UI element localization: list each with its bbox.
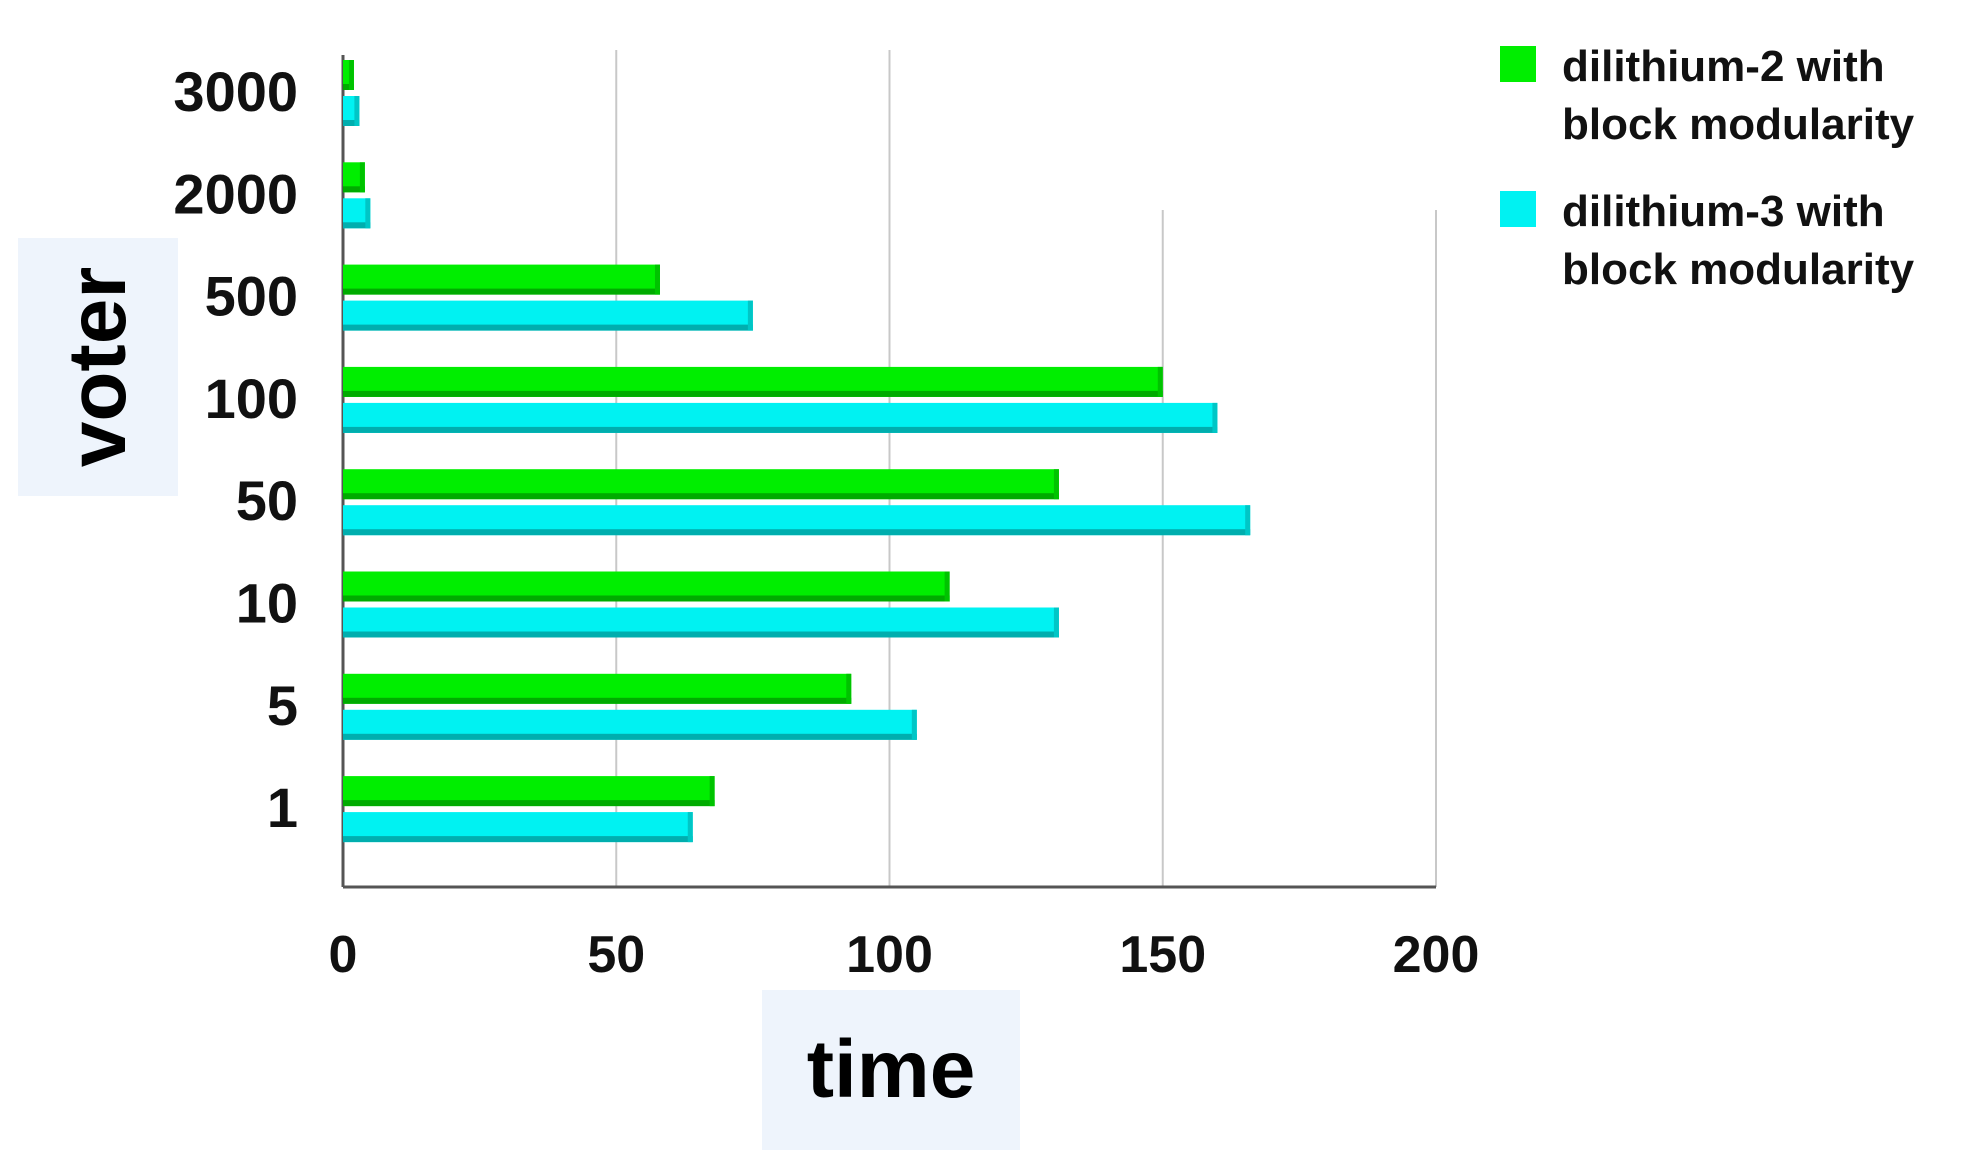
y-tick-label: 5: [267, 674, 298, 737]
bar-shadow: [343, 222, 371, 229]
y-axis-label-background: [18, 238, 178, 496]
bar-edge: [687, 812, 693, 843]
bar-shadow: [343, 186, 365, 193]
bar-edge: [944, 571, 950, 602]
x-axis-label: time: [806, 1024, 976, 1115]
x-tick-label: 200: [1393, 926, 1480, 984]
y-tick-label: 50: [236, 469, 298, 532]
bar-shadow: [343, 426, 1218, 433]
bar-shadow: [343, 84, 354, 90]
legend-label-series-2: dilithium-3 with block modularity: [1562, 187, 1915, 294]
bar-edge: [365, 198, 371, 229]
bar-edge: [654, 264, 660, 295]
bar-edge: [846, 673, 852, 704]
y-axis-label: voter: [52, 266, 143, 468]
bar-edge: [709, 776, 715, 807]
y-tick-label: 1: [267, 776, 298, 839]
bar-shadow: [343, 390, 1163, 397]
y-tick-label: 10: [236, 572, 298, 635]
bar-shadow: [343, 529, 1251, 536]
x-axis-label-background: [762, 990, 1020, 1150]
bar-shadow: [343, 324, 753, 331]
bar-shadow: [343, 120, 360, 126]
y-tick-label: 500: [205, 265, 298, 328]
bar-shadow: [343, 631, 1059, 638]
bar-1: [343, 60, 354, 90]
y-tick-label: 3000: [173, 60, 298, 123]
y-tick-label: 2000: [173, 162, 298, 225]
bar-edge: [1053, 607, 1059, 638]
y-tick-label: 100: [205, 367, 298, 430]
bar-shadow: [343, 288, 660, 295]
x-tick-label: 50: [587, 926, 645, 984]
bar-shadow: [343, 595, 950, 602]
x-tick-label: 100: [846, 926, 933, 984]
legend-swatch-series-1: [1500, 46, 1536, 82]
bar-shadow: [343, 493, 1059, 500]
bar-edge: [747, 300, 753, 331]
bar-edge: [1053, 469, 1059, 500]
legend-label-series-1: dilithium-2 with block modularity: [1562, 42, 1915, 149]
bar-edge: [1157, 366, 1163, 397]
legend-swatch-series-2: [1500, 191, 1536, 227]
bar-1: [343, 162, 365, 193]
bar-edge: [359, 162, 365, 193]
bar-shadow: [343, 733, 917, 740]
bar-edge: [1212, 402, 1218, 433]
bar-edge: [354, 96, 360, 126]
bar-edge: [911, 709, 917, 740]
x-tick-label: 150: [1119, 926, 1206, 984]
x-tick-label: 0: [329, 926, 358, 984]
bar-shadow: [343, 697, 852, 704]
bar-edge: [348, 60, 354, 90]
bar-shadow: [343, 800, 715, 807]
bar-edge: [1245, 505, 1251, 536]
bar-shadow: [343, 836, 693, 843]
